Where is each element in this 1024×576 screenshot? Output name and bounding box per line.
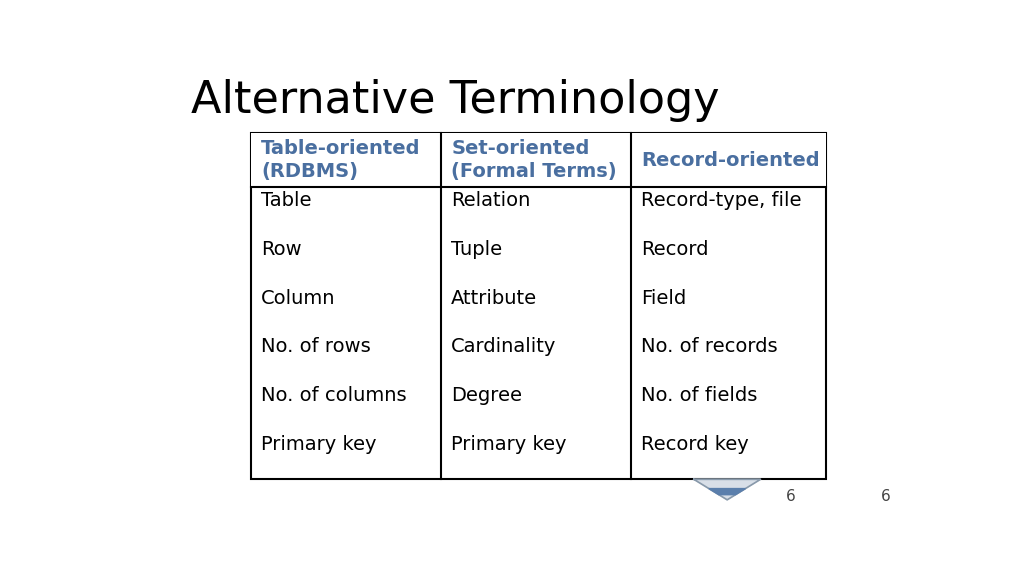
Polygon shape [709, 488, 745, 495]
Text: Attribute: Attribute [452, 289, 538, 308]
Text: Relation: Relation [452, 191, 530, 210]
Text: 6: 6 [881, 489, 891, 504]
Text: Primary key: Primary key [452, 435, 566, 454]
Bar [251, 134, 826, 479]
Text: No. of records: No. of records [641, 338, 777, 357]
Text: Alternative Terminology: Alternative Terminology [191, 79, 720, 122]
Text: No. of columns: No. of columns [261, 386, 407, 405]
Text: Cardinality: Cardinality [452, 338, 557, 357]
Text: Primary key: Primary key [261, 435, 377, 454]
Text: Degree: Degree [452, 386, 522, 405]
Text: Row: Row [261, 240, 302, 259]
Text: Table: Table [261, 191, 312, 210]
Text: Record-type, file: Record-type, file [641, 191, 802, 210]
Text: Tuple: Tuple [452, 240, 503, 259]
Text: No. of fields: No. of fields [641, 386, 758, 405]
Text: No. of rows: No. of rows [261, 338, 371, 357]
Text: Set-oriented
(Formal Terms): Set-oriented (Formal Terms) [452, 139, 616, 181]
Text: Table-oriented
(RDBMS): Table-oriented (RDBMS) [261, 139, 421, 181]
Text: Field: Field [641, 289, 686, 308]
Polygon shape [694, 479, 761, 500]
Bar [251, 134, 826, 187]
Text: Record: Record [641, 240, 709, 259]
Text: 6: 6 [785, 489, 796, 504]
Text: Record key: Record key [641, 435, 749, 454]
Text: Column: Column [261, 289, 336, 308]
Text: Record-oriented: Record-oriented [641, 151, 819, 170]
